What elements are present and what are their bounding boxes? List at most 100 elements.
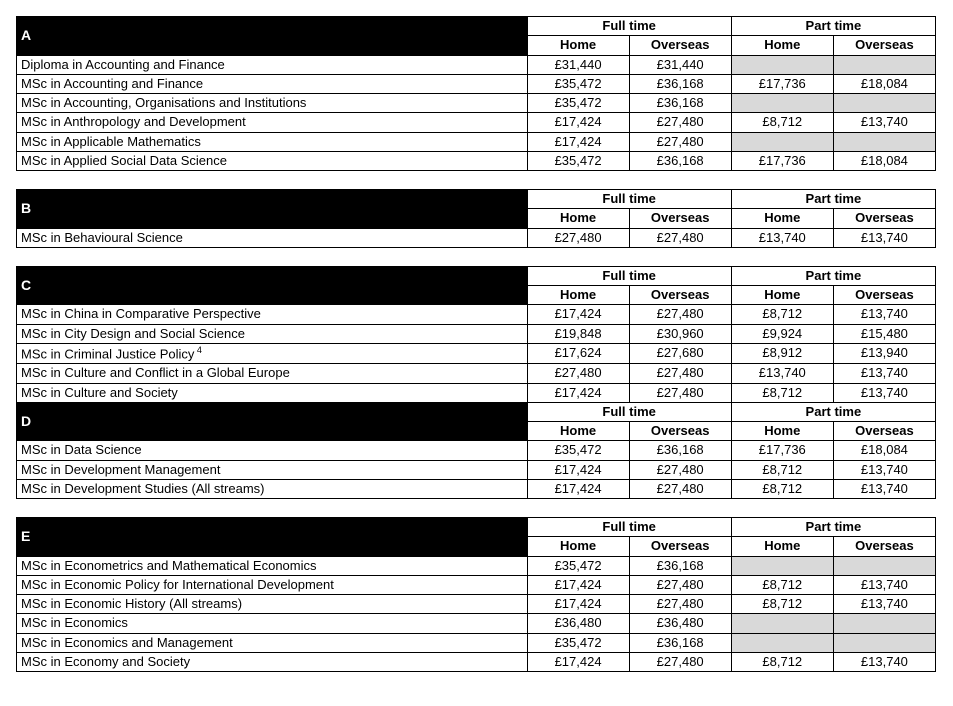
fee-table: CFull timePart timeHomeOverseasHomeOvers… [16, 266, 936, 499]
fee-value: £15,480 [833, 324, 935, 343]
fee-value: £27,480 [629, 575, 731, 594]
table-row: MSc in China in Comparative Perspective£… [17, 305, 936, 324]
column-group-header: Full time [527, 402, 731, 421]
fee-value: £36,168 [629, 633, 731, 652]
fee-value: £27,480 [527, 228, 629, 247]
programme-name: MSc in Data Science [17, 441, 528, 460]
fee-value: £27,480 [629, 228, 731, 247]
fee-value: £17,736 [731, 441, 833, 460]
fee-value: £35,472 [527, 151, 629, 170]
fee-value [833, 614, 935, 633]
programme-name: MSc in China in Comparative Perspective [17, 305, 528, 324]
table-row: MSc in Criminal Justice Policy 4£17,624£… [17, 343, 936, 364]
fee-value: £36,480 [527, 614, 629, 633]
fee-value: £19,848 [527, 324, 629, 343]
table-row: MSc in Economic History (All streams)£17… [17, 595, 936, 614]
table-row: MSc in Applied Social Data Science£35,47… [17, 151, 936, 170]
programme-name: MSc in Economics [17, 614, 528, 633]
fee-value: £27,480 [629, 113, 731, 132]
column-header: Overseas [629, 537, 731, 556]
column-header: Overseas [629, 286, 731, 305]
programme-name: MSc in Accounting, Organisations and Ins… [17, 94, 528, 113]
column-header: Home [527, 209, 629, 228]
fee-value: £13,740 [833, 652, 935, 671]
table-row: MSc in Economic Policy for International… [17, 575, 936, 594]
programme-name: MSc in Anthropology and Development [17, 113, 528, 132]
fee-value: £31,440 [527, 55, 629, 74]
section-letter: E [17, 518, 528, 557]
table-row: MSc in Data Science£35,472£36,168£17,736… [17, 441, 936, 460]
column-header: Overseas [833, 286, 935, 305]
fee-value [731, 614, 833, 633]
fee-value: £17,424 [527, 652, 629, 671]
programme-name: MSc in Culture and Conflict in a Global … [17, 364, 528, 383]
fee-value: £8,712 [731, 113, 833, 132]
fee-value: £13,740 [833, 479, 935, 498]
column-group-header: Part time [731, 190, 935, 209]
fee-section: BFull timePart timeHomeOverseasHomeOvers… [16, 189, 937, 248]
column-group-header: Part time [731, 402, 935, 421]
programme-name: MSc in Applicable Mathematics [17, 132, 528, 151]
fee-value: £9,924 [731, 324, 833, 343]
fee-value: £13,740 [731, 364, 833, 383]
programme-name: MSc in Culture and Society [17, 383, 528, 402]
fee-value [731, 633, 833, 652]
column-header: Overseas [629, 422, 731, 441]
fee-value: £17,424 [527, 383, 629, 402]
fee-value: £27,480 [629, 652, 731, 671]
fee-value [833, 556, 935, 575]
column-header: Home [731, 537, 833, 556]
fee-value: £8,712 [731, 652, 833, 671]
fee-value: £8,712 [731, 460, 833, 479]
column-group-header: Full time [527, 17, 731, 36]
fee-value: £27,680 [629, 343, 731, 364]
fee-value: £36,168 [629, 151, 731, 170]
fee-value [833, 94, 935, 113]
fee-value: £27,480 [629, 305, 731, 324]
column-header: Home [731, 286, 833, 305]
column-header: Home [731, 209, 833, 228]
column-header: Home [527, 286, 629, 305]
fee-value: £13,940 [833, 343, 935, 364]
fee-value: £27,480 [527, 364, 629, 383]
table-row: MSc in Economics£36,480£36,480 [17, 614, 936, 633]
column-group-header: Full time [527, 190, 731, 209]
column-group-header: Full time [527, 518, 731, 537]
fee-value: £8,712 [731, 575, 833, 594]
fee-value: £17,424 [527, 595, 629, 614]
fee-value [833, 132, 935, 151]
fee-value: £17,624 [527, 343, 629, 364]
column-header: Home [527, 537, 629, 556]
fee-value: £17,424 [527, 479, 629, 498]
fee-value: £13,740 [731, 228, 833, 247]
programme-name: MSc in Behavioural Science [17, 228, 528, 247]
fee-section: EFull timePart timeHomeOverseasHomeOvers… [16, 517, 937, 672]
table-row: MSc in Behavioural Science£27,480£27,480… [17, 228, 936, 247]
programme-name: MSc in Econometrics and Mathematical Eco… [17, 556, 528, 575]
fee-table: BFull timePart timeHomeOverseasHomeOvers… [16, 189, 936, 248]
fee-value: £27,480 [629, 460, 731, 479]
fee-value: £13,740 [833, 228, 935, 247]
fee-value [731, 94, 833, 113]
column-group-header: Full time [527, 266, 731, 285]
fee-value: £13,740 [833, 305, 935, 324]
programme-name: MSc in Economics and Management [17, 633, 528, 652]
fee-value: £13,740 [833, 113, 935, 132]
fee-value: £35,472 [527, 633, 629, 652]
fee-value: £18,084 [833, 74, 935, 93]
fee-value: £17,424 [527, 305, 629, 324]
table-row: MSc in Accounting, Organisations and Ins… [17, 94, 936, 113]
fee-value: £13,740 [833, 383, 935, 402]
fee-value: £13,740 [833, 575, 935, 594]
column-header: Home [527, 36, 629, 55]
fee-section: AFull timePart timeHomeOverseasHomeOvers… [16, 16, 937, 171]
fee-table: EFull timePart timeHomeOverseasHomeOvers… [16, 517, 936, 672]
fee-value: £17,736 [731, 151, 833, 170]
table-row: Diploma in Accounting and Finance£31,440… [17, 55, 936, 74]
fee-value: £8,712 [731, 595, 833, 614]
fee-value: £17,424 [527, 132, 629, 151]
footnote-marker: 4 [194, 345, 202, 355]
fee-value: £13,740 [833, 364, 935, 383]
fee-value [731, 55, 833, 74]
section-letter: D [17, 402, 528, 441]
